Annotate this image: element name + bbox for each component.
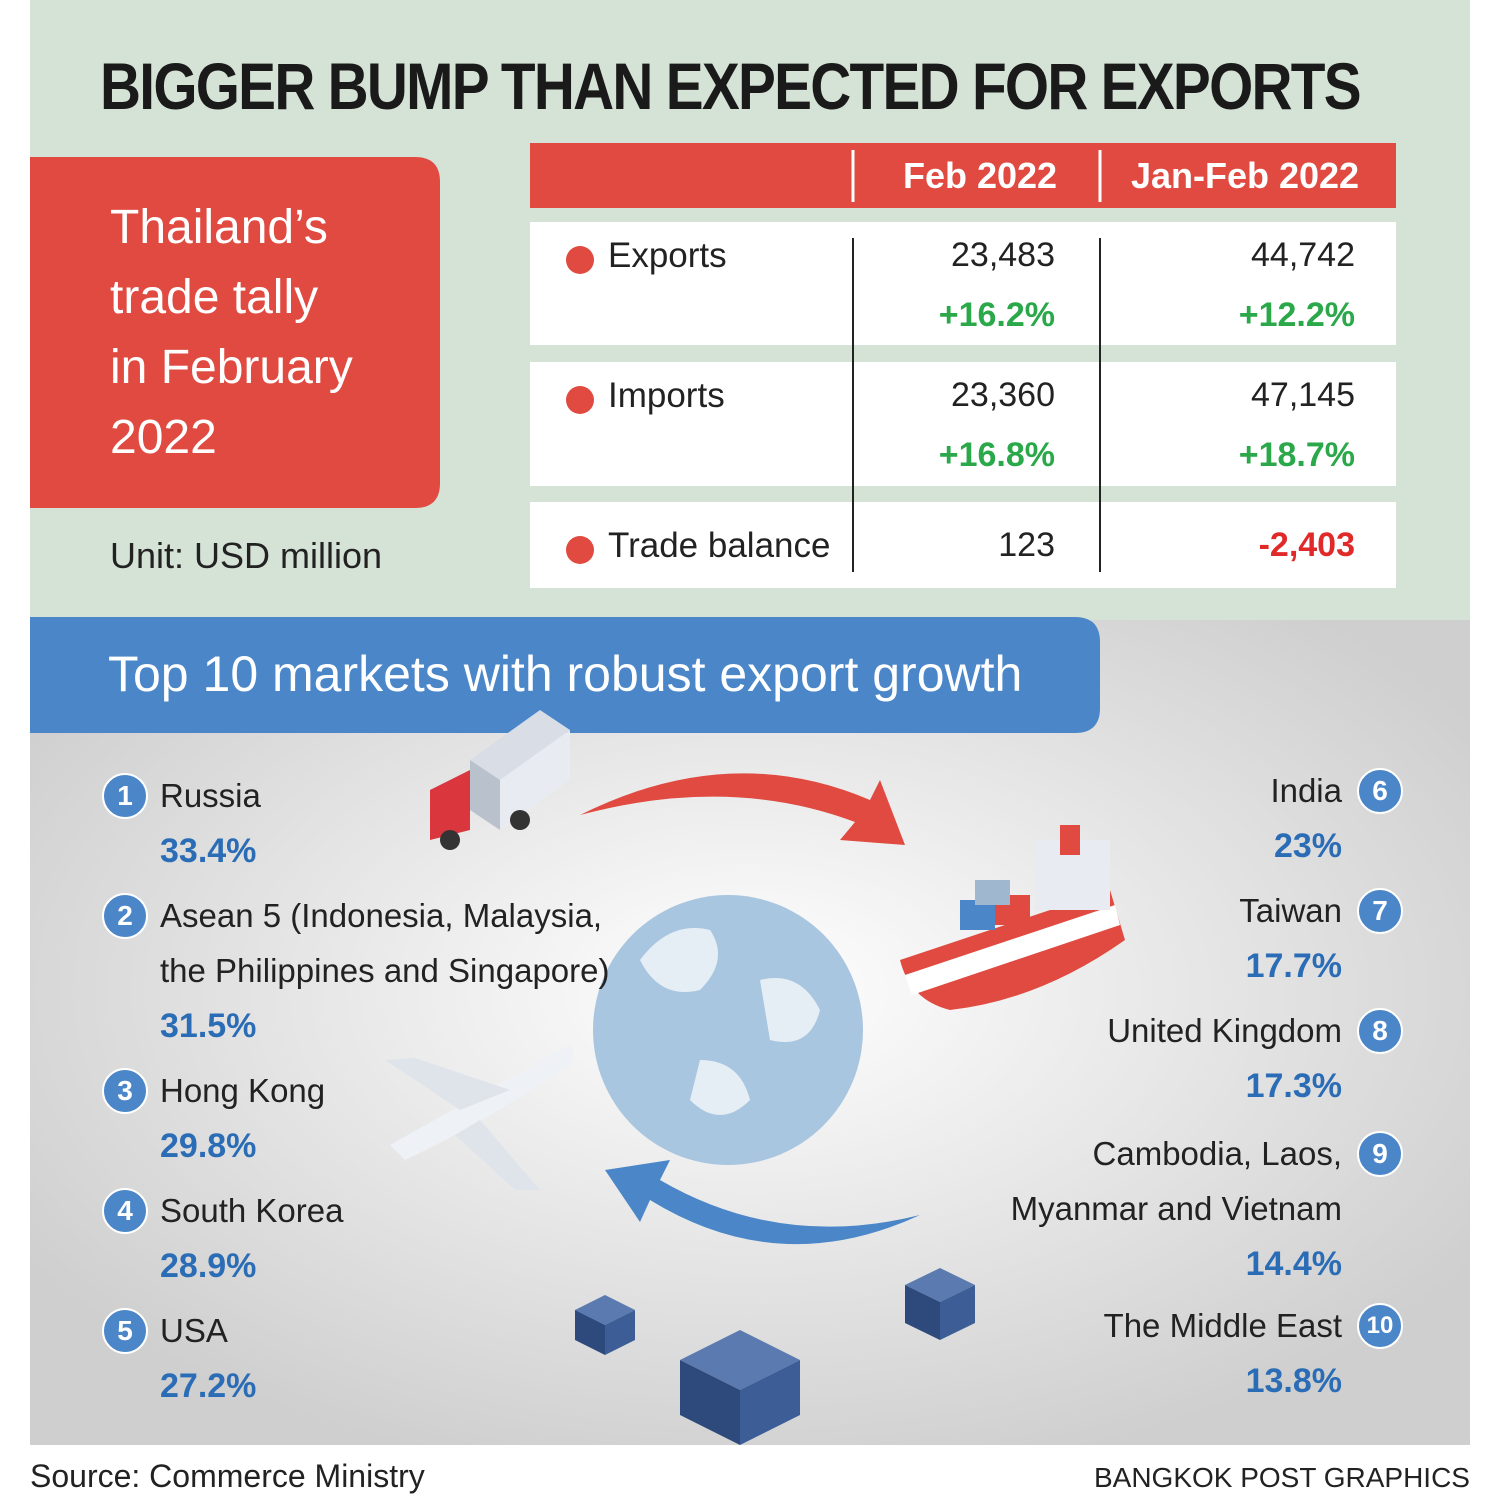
credit: BANGKOK POST GRAPHICS bbox=[1093, 1462, 1470, 1493]
market-item: Hong Kong 29.8% bbox=[160, 1063, 640, 1174]
rank-badge: 5 bbox=[102, 1308, 148, 1354]
rank-badge: 6 bbox=[1357, 768, 1403, 814]
market-growth: 33.4% bbox=[160, 832, 257, 870]
title: BIGGER BUMP THAN EXPECTED FOR EXPORTS bbox=[100, 49, 1362, 123]
rank-badge: 2 bbox=[102, 893, 148, 939]
section-heading: Top 10 markets with robust export growth bbox=[108, 646, 1023, 702]
row-label: Exports bbox=[608, 236, 727, 275]
market-name: South Korea bbox=[160, 1192, 344, 1229]
truck-icon bbox=[430, 710, 570, 850]
market-item: Asean 5 (Indonesia, Malaysia, the Philip… bbox=[160, 888, 630, 1054]
row-bullet bbox=[566, 246, 594, 274]
cell-value: -2,403 bbox=[1258, 526, 1355, 564]
cell-change: +18.7% bbox=[1238, 436, 1355, 474]
rank-badge: 9 bbox=[1357, 1131, 1403, 1177]
market-name: Hong Kong bbox=[160, 1072, 326, 1109]
rank-badge: 1 bbox=[102, 773, 148, 819]
rank-badge: 4 bbox=[102, 1188, 148, 1234]
market-item: Taiwan 17.7% bbox=[860, 883, 1342, 994]
market-name: Taiwan bbox=[1239, 892, 1342, 929]
cell-change: +16.8% bbox=[938, 436, 1055, 474]
market-growth: 14.4% bbox=[1245, 1245, 1342, 1283]
row-bullet bbox=[566, 536, 594, 564]
market-name: Cambodia, Laos, Myanmar and Vietnam bbox=[1010, 1135, 1342, 1227]
rank-badge: 3 bbox=[102, 1068, 148, 1114]
cell-value: 23,483 bbox=[951, 236, 1055, 274]
boxes-icon bbox=[575, 1268, 975, 1445]
market-name: The Middle East bbox=[1103, 1307, 1342, 1344]
market-growth: 28.9% bbox=[160, 1247, 257, 1285]
column-header: Feb 2022 bbox=[902, 155, 1058, 196]
tally-line: in February bbox=[110, 341, 353, 394]
market-growth: 17.7% bbox=[1245, 947, 1342, 985]
rank-badge: 8 bbox=[1357, 1008, 1403, 1054]
tally-line: 2022 bbox=[110, 411, 217, 464]
column-header: Jan-Feb 2022 bbox=[1130, 155, 1360, 196]
rank-badge: 7 bbox=[1357, 888, 1403, 934]
row-label: Trade balance bbox=[608, 526, 831, 565]
market-name: Asean 5 (Indonesia, Malaysia, the Philip… bbox=[160, 897, 610, 989]
market-name: USA bbox=[160, 1312, 228, 1349]
cell-value: 47,145 bbox=[1251, 376, 1355, 414]
market-growth: 27.2% bbox=[160, 1367, 257, 1405]
market-item: The Middle East 13.8% bbox=[860, 1298, 1342, 1409]
market-item: Cambodia, Laos, Myanmar and Vietnam 14.4% bbox=[1000, 1126, 1342, 1292]
cell-value: 23,360 bbox=[951, 376, 1055, 414]
market-item: Russia 33.4% bbox=[160, 768, 640, 879]
market-name: Russia bbox=[160, 777, 261, 814]
market-name: India bbox=[1270, 772, 1342, 809]
market-growth: 17.3% bbox=[1245, 1067, 1342, 1105]
row-label: Imports bbox=[608, 376, 725, 415]
row-bullet bbox=[566, 386, 594, 414]
cell-value: 44,742 bbox=[1251, 236, 1355, 274]
market-growth: 29.8% bbox=[160, 1127, 257, 1165]
cell-change: +12.2% bbox=[1238, 296, 1355, 334]
tally-line: trade tally bbox=[110, 271, 319, 324]
source: Source: Commerce Ministry bbox=[30, 1458, 425, 1494]
market-item: United Kingdom 17.3% bbox=[860, 1003, 1342, 1114]
plane-icon bbox=[385, 1045, 574, 1190]
rank-badge: 10 bbox=[1357, 1303, 1403, 1349]
tally-line: Thailand’s bbox=[110, 201, 328, 254]
ship-icon bbox=[900, 825, 1125, 1010]
market-growth: 31.5% bbox=[160, 1007, 257, 1045]
market-name: United Kingdom bbox=[1107, 1012, 1342, 1049]
market-item: India 23% bbox=[860, 763, 1342, 874]
market-item: South Korea 28.9% bbox=[160, 1183, 640, 1294]
market-growth: 23% bbox=[1273, 827, 1342, 865]
cell-change: +16.2% bbox=[938, 296, 1055, 334]
cell-value: 123 bbox=[998, 526, 1055, 564]
market-item: USA 27.2% bbox=[160, 1303, 640, 1414]
market-growth: 13.8% bbox=[1245, 1362, 1342, 1400]
unit-note: Unit: USD million bbox=[110, 535, 383, 576]
